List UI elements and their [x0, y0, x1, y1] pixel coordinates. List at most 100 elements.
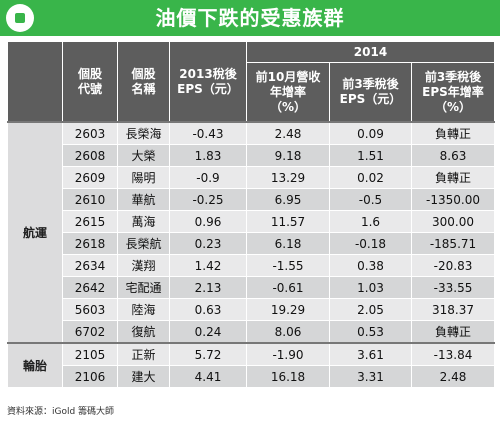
table-row: 2610 華航 -0.25 6.95 -0.5 -1350.00: [8, 188, 495, 211]
stock-name-cell: 宅配通: [117, 276, 170, 299]
revenue-growth-cell: 9.18: [246, 144, 330, 167]
data-table-wrapper: 個股 代號 個股 名稱 2013稅後 EPS（元） 2014 前10月營收 年增…: [7, 41, 495, 388]
eps-3q-growth-cell: 負轉正: [411, 166, 495, 189]
eps-2013-cell: -0.43: [169, 121, 247, 145]
eps-3q-growth-cell: 300.00: [411, 210, 495, 233]
eps-3q-cell: 3.61: [329, 342, 412, 366]
stock-code-cell: 2642: [62, 276, 118, 299]
eps-3q-cell: 0.09: [329, 121, 412, 145]
bullet-square-icon: [15, 13, 25, 23]
stock-code-cell: 6702: [62, 320, 118, 344]
eps-3q-growth-cell: -33.55: [411, 276, 495, 299]
eps-2013-cell: 4.41: [169, 365, 247, 388]
header-eps-2013-line2: EPS（元）: [177, 81, 239, 96]
header-eps-3q-line2: EPS（元）: [339, 92, 402, 106]
revenue-growth-cell: 2.48: [246, 121, 330, 145]
eps-table: 個股 代號 個股 名稱 2013稅後 EPS（元） 2014 前10月營收 年增…: [7, 41, 495, 388]
source-note: 資料來源：iGold 籌碼大師: [7, 407, 115, 417]
eps-3q-growth-cell: 2.48: [411, 365, 495, 388]
revenue-growth-cell: 6.18: [246, 232, 330, 255]
header-eps-3q-growth-line2: EPS年增率: [422, 84, 484, 99]
table-row: 5603 陸海 0.63 19.29 2.05 318.37: [8, 298, 495, 321]
header-revenue-growth: 前10月營收 年增率 （%）: [246, 62, 330, 123]
eps-3q-growth-cell: -1350.00: [411, 188, 495, 211]
eps-3q-cell: 1.03: [329, 276, 412, 299]
eps-3q-growth-cell: 負轉正: [411, 121, 495, 145]
table-row: 2642 宅配通 2.13 -0.61 1.03 -33.55: [8, 276, 495, 299]
eps-2013-cell: 0.96: [169, 210, 247, 233]
eps-2013-cell: -0.25: [169, 188, 247, 211]
header-eps-2013: 2013稅後 EPS（元）: [169, 41, 247, 123]
header-stock-code: 個股 代號: [62, 41, 118, 123]
stock-code-cell: 2608: [62, 144, 118, 167]
eps-3q-cell: -0.5: [329, 188, 412, 211]
table-row: 6702 復航 0.24 8.06 0.53 負轉正: [8, 320, 495, 344]
eps-3q-growth-cell: 8.63: [411, 144, 495, 167]
eps-3q-cell: -0.18: [329, 232, 412, 255]
eps-2013-cell: -0.9: [169, 166, 247, 189]
revenue-growth-cell: 11.57: [246, 210, 330, 233]
eps-3q-cell: 2.05: [329, 298, 412, 321]
header-stock-name-line1: 個股: [131, 66, 156, 81]
stock-name-cell: 陸海: [117, 298, 170, 321]
group-label-tire: 輪胎: [7, 342, 63, 388]
revenue-growth-cell: -1.55: [246, 254, 330, 277]
stock-code-cell: 2603: [62, 121, 118, 145]
table-row: 2608 大榮 1.83 9.18 1.51 8.63: [8, 144, 495, 167]
table-row: 輪胎 2105 正新 5.72 -1.90 3.61 -13.84: [7, 342, 495, 388]
table-row: 2634 漢翔 1.42 -1.55 0.38 -20.83: [8, 254, 495, 277]
header-eps-3q-line1: 前3季稅後: [342, 77, 399, 91]
eps-2013-cell: 5.72: [169, 342, 247, 366]
stock-name-cell: 華航: [117, 188, 170, 211]
header-eps-3q-growth-line3: （%）: [434, 99, 472, 114]
header-group-column: [7, 41, 63, 123]
eps-2013-cell: 0.63: [169, 298, 247, 321]
eps-3q-growth-cell: -13.84: [411, 342, 495, 366]
table-header: 個股 代號 個股 名稱 2013稅後 EPS（元） 2014 前10月營收 年增…: [7, 41, 495, 123]
header-revenue-growth-line3: （%）: [269, 99, 307, 114]
eps-3q-cell: 1.6: [329, 210, 412, 233]
table-row: 2618 長榮航 0.23 6.18 -0.18 -185.71: [8, 232, 495, 255]
stock-name-cell: 復航: [117, 320, 170, 344]
header-stock-name: 個股 名稱: [117, 41, 170, 123]
header-stock-code-line1: 個股: [77, 66, 102, 81]
revenue-growth-cell: 19.29: [246, 298, 330, 321]
table-row: 2615 萬海 0.96 11.57 1.6 300.00: [8, 210, 495, 233]
header-year-2014: 2014: [246, 41, 495, 63]
stock-name-cell: 長榮航: [117, 232, 170, 255]
stock-code-cell: 2610: [62, 188, 118, 211]
eps-3q-cell: 0.38: [329, 254, 412, 277]
eps-2013-cell: 0.23: [169, 232, 247, 255]
revenue-growth-cell: -0.61: [246, 276, 330, 299]
header-eps-2013-line1: 2013稅後: [179, 66, 237, 81]
header-revenue-growth-line2: 年增率: [269, 84, 306, 99]
title-bar: 油價下跌的受惠族群: [0, 0, 500, 36]
stock-name-cell: 萬海: [117, 210, 170, 233]
stock-name-cell: 漢翔: [117, 254, 170, 277]
header-eps-3q: 前3季稅後 EPS（元）: [329, 62, 412, 123]
stock-name-cell: 正新: [117, 342, 170, 366]
header-row-year: 個股 代號 個股 名稱 2013稅後 EPS（元） 2014: [7, 41, 495, 123]
revenue-growth-cell: 6.95: [246, 188, 330, 211]
stock-code-cell: 2105: [62, 342, 118, 366]
stock-name-cell: 大榮: [117, 144, 170, 167]
header-eps-3q-growth-line1: 前3季稅後: [424, 69, 482, 84]
table-row: 航運 2603 長榮海 -0.43 2.48 0.09 負轉正: [7, 121, 495, 344]
group-label-shipping: 航運: [7, 121, 63, 344]
stock-code-cell: 2609: [62, 166, 118, 189]
eps-2013-cell: 2.13: [169, 276, 247, 299]
eps-3q-growth-cell: 318.37: [411, 298, 495, 321]
header-eps-3q-growth: 前3季稅後 EPS年增率 （%）: [411, 62, 495, 123]
revenue-growth-cell: 8.06: [246, 320, 330, 344]
revenue-growth-cell: -1.90: [246, 342, 330, 366]
eps-3q-cell: 1.51: [329, 144, 412, 167]
header-row-columns: 前10月營收 年增率 （%） 前3季稅後 EPS（元） 前3季稅後 EPS年增率…: [8, 62, 495, 123]
eps-2013-cell: 0.24: [169, 320, 247, 344]
eps-2013-cell: 1.83: [169, 144, 247, 167]
header-stock-name-line2: 名稱: [131, 81, 156, 96]
revenue-growth-cell: 13.29: [246, 166, 330, 189]
stock-name-cell: 長榮海: [117, 121, 170, 145]
table-body: 航運 2603 長榮海 -0.43 2.48 0.09 負轉正 2608 大榮 …: [7, 121, 495, 388]
eps-3q-cell: 3.31: [329, 365, 412, 388]
eps-3q-growth-cell: -20.83: [411, 254, 495, 277]
